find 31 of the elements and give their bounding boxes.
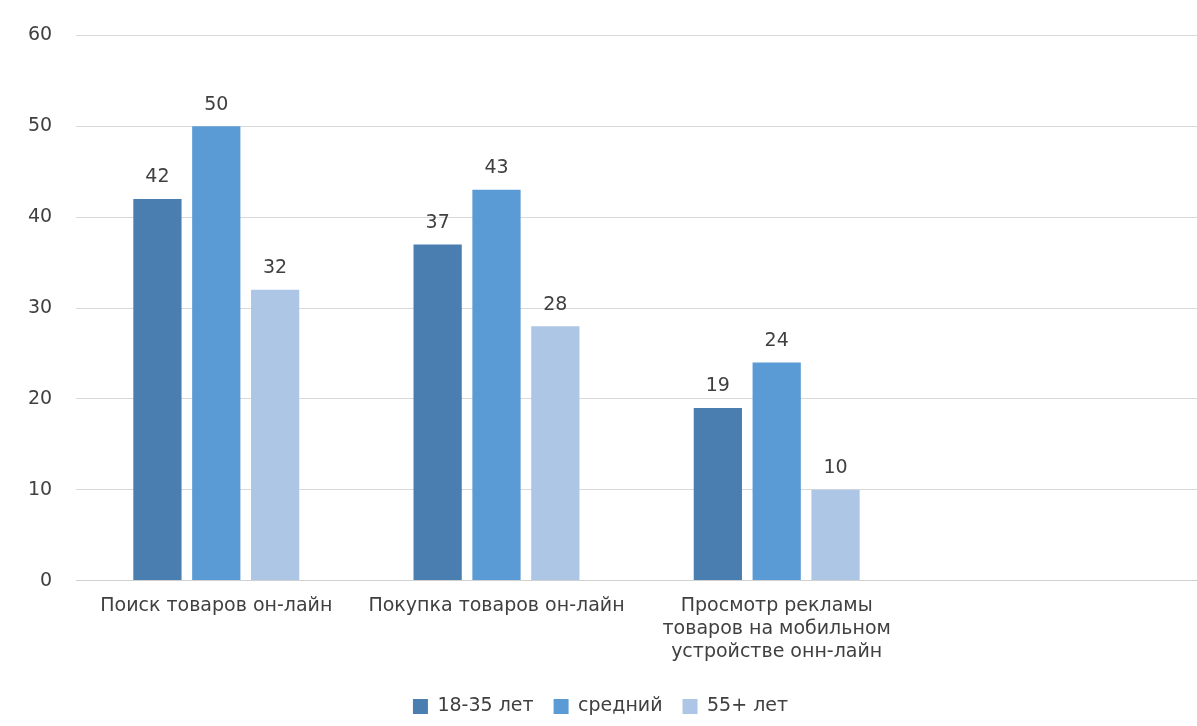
- x-tick-label: Поиск товаров он-лайн: [100, 592, 333, 615]
- legend-label: средний: [578, 693, 663, 716]
- y-tick-label: 10: [27, 476, 53, 499]
- bar: [811, 489, 860, 581]
- y-tick-label: 0: [40, 567, 53, 590]
- data-label: 42: [145, 164, 170, 187]
- data-label: 43: [484, 155, 509, 178]
- data-label: 19: [705, 373, 730, 396]
- bar: [413, 244, 462, 581]
- legend-label: 55+ лет: [707, 693, 789, 716]
- y-tick-label: 40: [27, 204, 53, 227]
- y-tick-label: 50: [27, 113, 53, 136]
- y-tick-label: 60: [27, 22, 53, 45]
- data-label: 28: [543, 291, 568, 314]
- x-tick-label: Покупка товаров он-лайн: [368, 592, 625, 615]
- data-label: 24: [764, 327, 789, 350]
- bar: [251, 289, 300, 581]
- data-label: 37: [425, 209, 450, 232]
- bar: [752, 362, 801, 581]
- bar: [133, 198, 182, 581]
- data-label: 50: [204, 91, 229, 114]
- bar: [531, 326, 580, 581]
- data-label: 10: [823, 455, 848, 478]
- bar: [192, 126, 241, 581]
- y-tick-label: 20: [27, 385, 53, 408]
- y-tick-label: 30: [27, 294, 53, 317]
- x-tick-label: Просмотр рекламы товаров на мобильном устройстве онн-лайн: [662, 592, 891, 661]
- data-label: 32: [263, 255, 288, 278]
- bar: [693, 407, 742, 581]
- legend-label: 18-35 лет: [437, 693, 534, 716]
- bar: [472, 189, 521, 581]
